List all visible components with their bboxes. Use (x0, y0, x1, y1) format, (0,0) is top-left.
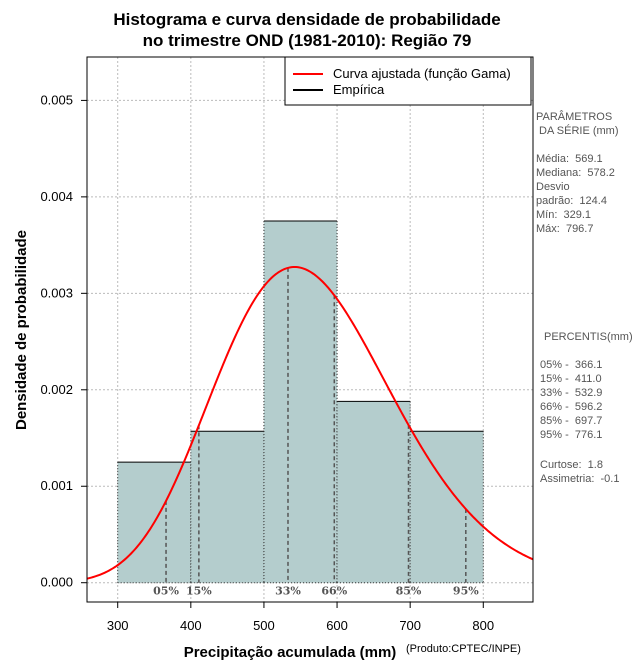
param-min: Mín: 329.1 (536, 209, 591, 221)
params-title-1: PARÂMETROS (536, 110, 612, 123)
percentile-label-66%: 66% (321, 585, 347, 598)
x-tick-label-500: 500 (253, 618, 275, 633)
percentile-label-95%: 95% (453, 585, 479, 598)
legend-label-fit: Curva ajustada (função Gama) (333, 66, 511, 81)
side-panel: PARÂMETROS DA SÉRIE (mm) Média: 569.1 Me… (536, 110, 633, 485)
param-mediana: Mediana: 578.2 (536, 167, 615, 179)
histogram-bar-1 (190, 431, 264, 583)
percentile-labels: 05% 15% 33% 66% 85% 95% (153, 585, 479, 598)
percentil-05: 05% - 366.1 (540, 359, 602, 371)
percentis-title: PERCENTIS(mm) (544, 331, 633, 343)
x-tick-label-600: 600 (326, 618, 348, 633)
chart-title-line-2: no trimestre OND (1981-2010): Região 79 (143, 31, 472, 50)
percentile-label-05%: 05% (153, 585, 179, 598)
x-tick-label-700: 700 (399, 618, 421, 633)
percentil-33: 33% - 532.9 (540, 387, 602, 399)
percentile-label-15%: 15% (186, 585, 212, 598)
y-tick-label-4: 0.004 (40, 189, 73, 204)
curtose: Curtose: 1.8 (540, 459, 603, 471)
y-tick-label-0: 0.000 (40, 575, 73, 590)
y-tick-label-2: 0.002 (40, 382, 73, 397)
percentil-66: 66% - 596.2 (540, 401, 602, 413)
chart-title-line-1: Histograma e curva densidade de probabil… (113, 10, 500, 29)
percentil-85: 85% - 697.7 (540, 415, 602, 427)
y-tick-label-5: 0.005 (40, 92, 73, 107)
histogram-bar-2 (263, 220, 338, 583)
param-media: Média: 569.1 (536, 153, 603, 165)
percentile-label-85%: 85% (396, 585, 422, 598)
legend-box (284, 56, 532, 106)
param-desvio-2: padrão: 124.4 (536, 195, 607, 207)
y-tick-label-3: 0.003 (40, 285, 73, 300)
histogram-bars (117, 220, 484, 584)
x-tick-label-300: 300 (107, 618, 129, 633)
percentil-15: 15% - 411.0 (540, 373, 602, 385)
param-desvio-1: Desvio (536, 181, 570, 193)
y-tick-label-1: 0.001 (40, 478, 73, 493)
percentile-lines (165, 267, 467, 583)
legend: Curva ajustada (função Gama) Empírica (284, 56, 532, 106)
gamma-fit-curve (87, 265, 533, 580)
histogram-bar-4 (410, 431, 484, 583)
percentil-95: 95% - 776.1 (540, 429, 602, 441)
param-max: Máx: 796.7 (536, 223, 593, 235)
x-tick-label-800: 800 (472, 618, 494, 633)
histogram-bar-3 (337, 401, 411, 583)
y-axis-label: Densidade de probabilidade (13, 230, 30, 430)
x-axis-label: Precipitação acumulada (mm) (184, 644, 397, 660)
percentile-label-33%: 33% (275, 585, 301, 598)
credit-text: (Produto:CPTEC/INPE) (406, 643, 521, 655)
y-axis: 0.000 0.001 0.002 0.003 0.004 0.005 (40, 92, 87, 590)
x-axis: 300 400 500 600 700 800 (107, 602, 494, 633)
params-title-2: DA SÉRIE (mm) (536, 124, 619, 137)
legend-label-empirical: Empírica (333, 82, 385, 97)
assimetria: Assimetria: -0.1 (540, 473, 619, 485)
x-tick-label-400: 400 (180, 618, 202, 633)
